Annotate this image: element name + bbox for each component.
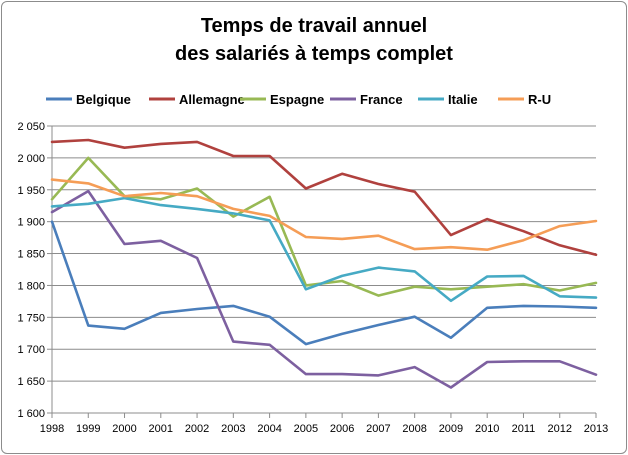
legend: Belgique Allemagne Espagne France Italie R-U [46,92,551,107]
legend-label: Allemagne [179,92,245,107]
legend-label: Espagne [270,92,324,107]
x-tick-label: 2000 [112,423,136,435]
y-tick-label: 1 650 [17,376,45,388]
legend-label: France [360,92,403,107]
x-tick-label: 2006 [330,423,354,435]
x-tick-label: 2002 [185,423,209,435]
x-tick-label: 2009 [439,423,463,435]
x-tick-label: 2004 [257,423,281,435]
x-tick-label: 2010 [475,423,499,435]
x-tick-label: 2008 [402,423,426,435]
chart-title-line-1: Temps de travail annuel [201,15,427,37]
legend-label: Belgique [76,92,131,107]
y-tick-label: 1 600 [17,408,45,420]
y-tick-label: 1 700 [17,344,45,356]
gridlines [52,125,596,414]
x-axis: 1998 1999 2000 2001 2002 2003 2004 2005 2006 2007… [40,413,608,435]
x-tick-label: 2007 [366,423,390,435]
x-tick-label: 2003 [221,423,245,435]
legend-label: Italie [448,92,478,107]
x-tick-label: 2013 [584,423,608,435]
y-tick-label: 1 950 [17,185,45,197]
x-tick-label: 2011 [512,423,536,435]
y-tick-label: 2 000 [17,153,45,165]
x-tick-label: 1998 [40,423,64,435]
series-line-r-u [50,178,598,251]
legend-label: R-U [528,92,551,107]
y-tick-label: 1 900 [17,217,45,229]
series-line-italie [50,196,598,303]
series-line-belgique [50,220,598,346]
x-tick-label: 2012 [547,423,571,435]
x-tick-label: 2001 [149,423,173,435]
y-tick-label: 2 050 [17,121,45,133]
series-lines [50,138,598,389]
x-tick-label: 1999 [76,423,100,435]
series-line-france [50,189,598,389]
y-axis: 1 600 1 650 1 700 1 750 1 800 1 850 1 900 1 950… [17,121,53,420]
chart-title-line-2: des salariés à temps complet [175,43,453,65]
series-line-allemagne [50,138,598,257]
y-tick-label: 1 850 [17,249,45,261]
x-tick-label: 2005 [294,423,318,435]
y-tick-label: 1 800 [17,280,45,292]
y-tick-label: 1 750 [17,312,45,324]
